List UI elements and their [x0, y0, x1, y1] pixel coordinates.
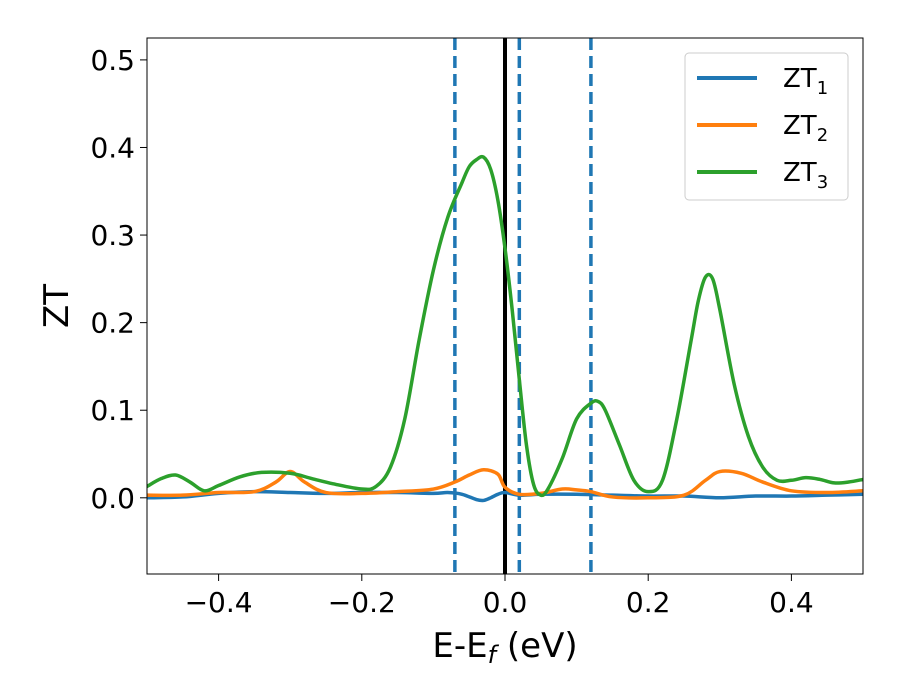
- x-axis-ticks: −0.4 −0.2 0.0 0.2 0.4: [185, 574, 814, 619]
- x-axis-label: E-Ef (eV): [432, 626, 577, 669]
- y-tick-label: 0.3: [90, 219, 135, 252]
- x-tick-label: −0.4: [185, 586, 253, 619]
- series-line-zt3: [147, 154, 863, 498]
- y-axis-label: ZT: [37, 284, 77, 328]
- y-tick-label: 0.1: [90, 394, 135, 427]
- x-tick-label: 0.4: [769, 586, 814, 619]
- y-tick-label: 0.0: [90, 482, 135, 515]
- x-tick-label: 0.2: [626, 586, 671, 619]
- y-tick-label: 0.4: [90, 131, 135, 164]
- y-axis-ticks: 0.0 0.1 0.2 0.3 0.4 0.5: [90, 44, 147, 515]
- x-tick-label: −0.2: [328, 586, 396, 619]
- series-layer: [147, 154, 863, 503]
- y-tick-label: 0.5: [90, 44, 135, 77]
- series-line-zt1: [147, 489, 863, 503]
- y-tick-label: 0.2: [90, 307, 135, 340]
- legend-box: [684, 52, 849, 201]
- x-tick-label: 0.0: [483, 586, 528, 619]
